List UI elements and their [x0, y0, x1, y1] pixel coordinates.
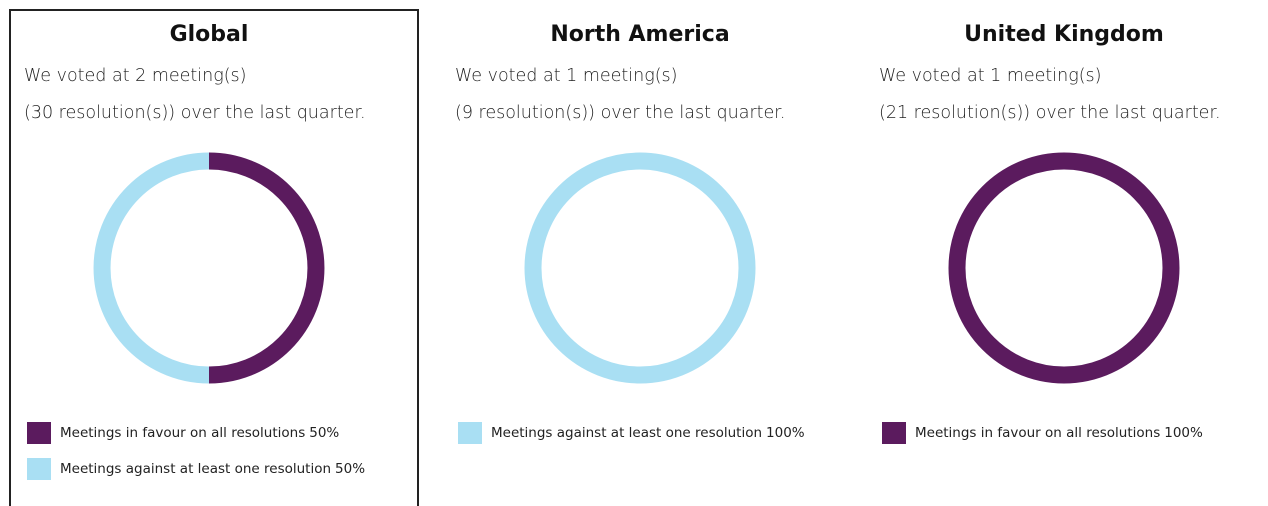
legend-category: Meetings against at least one resolution — [60, 461, 331, 477]
legend-value: 50% — [309, 425, 339, 441]
legend-swatch — [27, 458, 51, 480]
panel-subtitle: We voted at 1 meeting(s) — [455, 66, 677, 86]
legend-label: Meetings against at least one resolution… — [60, 461, 365, 477]
panel-subtitle: (30 resolution(s)) over the last quarter… — [24, 103, 366, 123]
panel-subtitle: We voted at 1 meeting(s) — [879, 66, 1101, 86]
donut-segment — [948, 152, 1180, 384]
panel-title: North America — [550, 22, 729, 47]
panel-title: Global — [170, 22, 249, 47]
legend-category: Meetings against at least one resolution — [491, 425, 762, 441]
legend-label: Meetings against at least one resolution… — [491, 425, 805, 441]
legend-swatch — [882, 422, 906, 444]
donut-segment — [208, 152, 325, 384]
panel-subtitle: We voted at 2 meeting(s) — [24, 66, 246, 86]
legend-swatch — [27, 422, 51, 444]
legend-category: Meetings in favour on all resolutions — [915, 425, 1160, 441]
legend-category: Meetings in favour on all resolutions — [60, 425, 305, 441]
legend-label: Meetings in favour on all resolutions 100… — [915, 425, 1203, 441]
donut-segment — [524, 152, 756, 384]
panel-subtitle: (21 resolution(s)) over the last quarter… — [879, 103, 1221, 123]
legend-value: 100% — [766, 425, 805, 441]
legend-swatch — [458, 422, 482, 444]
panel-subtitle: (9 resolution(s)) over the last quarter. — [455, 103, 785, 123]
legend-value: 100% — [1164, 425, 1203, 441]
donut-segment — [93, 152, 210, 384]
selected-panel-border — [9, 9, 419, 506]
legend-value: 50% — [335, 461, 365, 477]
legend-label: Meetings in favour on all resolutions 50% — [60, 425, 339, 441]
panel-title: United Kingdom — [964, 22, 1164, 47]
